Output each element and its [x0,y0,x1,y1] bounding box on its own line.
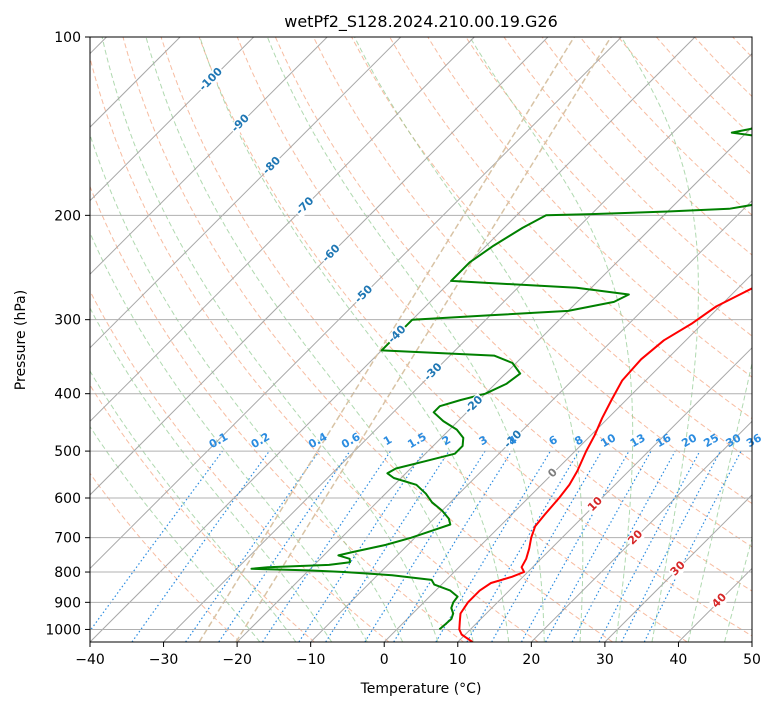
isotherm-label-background [293,194,318,219]
y-tick-label: 1000 [45,622,81,638]
isotherm-label-background [625,527,647,549]
moist-adiabat [354,37,584,642]
isotherm [90,37,475,423]
isotherm-label-background [585,494,606,515]
mixing-ratio-line [643,450,742,642]
profile-lines [250,127,752,642]
x-tick-label: 30 [596,652,614,668]
y-tick-label: 600 [54,491,81,507]
x-tick-label: 20 [522,652,540,668]
dry-adiabat [579,37,752,216]
isotherm-label-background [351,282,376,307]
x-tick-label: 10 [449,652,467,668]
moist-adiabat [101,37,439,642]
mixing-ratio-line [393,450,513,642]
mixing-ratio-line [185,450,320,642]
isotherm-label-background [709,590,730,612]
temperature-line [458,287,752,642]
moist-adiabat [620,37,699,642]
moist-adiabat [90,231,368,642]
y-tick-label: 500 [54,444,81,460]
hgz-line [198,37,575,642]
dry-adiabat [465,37,752,337]
dry-adiabat [236,37,752,592]
dry-adiabat [389,37,752,420]
y-tick-label: 300 [54,313,81,329]
y-tick-label: 200 [54,208,81,224]
y-tick-label: 800 [54,565,81,581]
isotherm [457,347,752,642]
isotherm-label-background [667,558,689,580]
moist-adiabat [90,133,404,642]
mixing-ratio-line [131,450,270,642]
x-tick-label: −30 [149,652,179,668]
dry-adiabat [427,37,752,378]
isotherm-label-background [545,465,561,481]
isotherm-label-background [501,427,526,452]
isotherm [604,494,752,642]
dry-adiabat [655,37,752,137]
dewpoint-line [250,127,752,631]
isotherm-label-background [385,322,410,347]
isotherm [90,37,255,202]
reference-lines [90,37,752,642]
y-tick-label: 700 [54,531,81,547]
y-tick-label: 900 [54,595,81,611]
mixing-ratio-line [520,450,630,642]
mixing-ratio-line [325,450,450,642]
x-axis-title: Temperature (°C) [360,681,482,697]
isotherm-label-background [421,360,446,385]
x-tick-label: 0 [380,652,389,668]
y-tick-label: 100 [54,30,81,46]
isotherm [90,37,328,275]
moist-adiabat [199,37,510,642]
moist-adiabat [90,425,261,642]
mixing-ratio-line [90,450,223,632]
mixing-ratio-line [545,450,652,642]
x-tick-label: −10 [296,652,326,668]
isotherm-label-background [319,241,344,266]
dry-adiabat [503,37,752,296]
axes: −40 −30 −20 −10 0 10 20 30 40 50 100 200 300 400 500 60… [45,30,761,668]
isotherm [163,52,752,642]
dry-adiabat [312,37,752,505]
mixing-ratio-line [218,450,351,642]
moist-adiabat [266,37,545,642]
isotherm-label-background [196,64,226,95]
x-tick-label: −20 [222,652,252,668]
x-tick-label: 50 [743,652,761,668]
x-tick-label: 40 [670,652,688,668]
y-axis-title: Pressure (hPa) [13,290,29,390]
moist-adiabat [687,360,752,642]
isotherm [383,273,752,642]
mixing-ratio-line [571,450,676,642]
mixing-ratio-line [261,450,391,642]
isotherm [310,199,752,642]
moist-adiabat [90,307,333,642]
isotherm [236,126,752,642]
dry-adiabat [160,37,688,642]
dry-adiabat [274,37,752,548]
y-tick-label: 400 [54,387,81,403]
isotherm [90,37,549,496]
dry-adiabat [90,384,315,642]
isotherm-label-background [259,153,284,178]
dry-adiabat [90,290,390,642]
hgz-line [235,37,612,642]
isotherm [90,37,622,570]
mixing-ratio-line [298,450,425,642]
chart-title: wetPf2_S128.2024.210.00.19.G26 [284,12,558,32]
dry-adiabat [122,37,613,642]
isotherm-label-background [228,111,253,136]
moist-adiabat [145,37,474,642]
isotherm-label-background [462,393,487,417]
plot-frame [89,36,753,643]
moist-adiabat [724,536,752,642]
x-tick-label: −40 [75,652,105,668]
dry-adiabat [617,37,752,177]
isotherm [90,37,402,349]
